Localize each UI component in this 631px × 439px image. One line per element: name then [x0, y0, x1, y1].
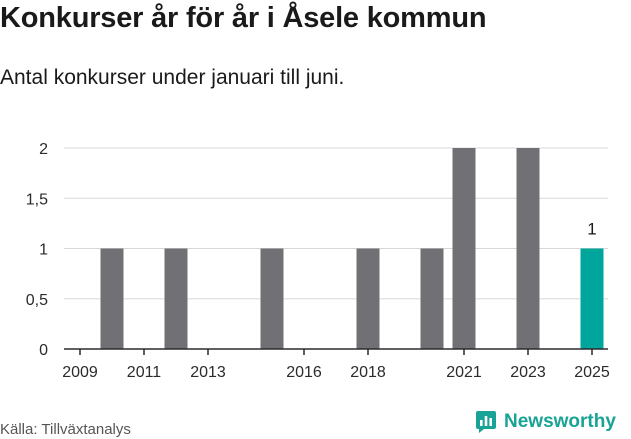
x-tick-label: 2023 [510, 364, 546, 381]
chart-subtitle: Antal konkurser under januari till juni. [0, 66, 345, 89]
y-tick-label: 2 [39, 141, 48, 158]
chart-title: Konkurser år för år i Åsele kommun [0, 2, 487, 34]
x-tick-label: 2009 [62, 364, 98, 381]
x-tick-label: 2011 [127, 364, 162, 381]
axes [64, 348, 608, 355]
newsworthy-logo: Newsworthy [475, 407, 616, 437]
x-tick-label: 2018 [350, 364, 386, 381]
x-tick-label: 2013 [190, 364, 226, 381]
source-note: Källa: Tillväxtanalys [0, 421, 131, 438]
bar-2012 [164, 248, 188, 349]
tick-labels: 0 0,5 1 1,5 2 2009 2011 2013 2016 2018 2021 2023 202… [26, 141, 610, 381]
y-tick-label: 0,5 [26, 292, 48, 309]
bar-2010 [100, 248, 124, 349]
bar-2015 [260, 248, 284, 349]
bars [100, 148, 604, 349]
data-label: 1 [587, 220, 596, 239]
bar-2023 [516, 148, 540, 349]
bar-2025 [580, 248, 604, 349]
x-tick-label: 2016 [286, 364, 322, 381]
bar-2018 [356, 248, 380, 349]
bar-2021 [452, 148, 476, 349]
bar-2020 [420, 248, 444, 349]
x-tick-label: 2025 [574, 364, 610, 381]
y-tick-label: 1,5 [26, 191, 48, 208]
brand-name: Newsworthy [504, 411, 616, 432]
x-tick-label: 2021 [446, 364, 482, 381]
bar-chart: 0 0,5 1 1,5 2 2009 2011 2013 2016 2018 2021 2023 202… [26, 141, 610, 381]
y-tick-label: 0 [39, 342, 48, 359]
bar-chart-logo-icon [476, 411, 496, 433]
y-tick-label: 1 [39, 242, 48, 259]
